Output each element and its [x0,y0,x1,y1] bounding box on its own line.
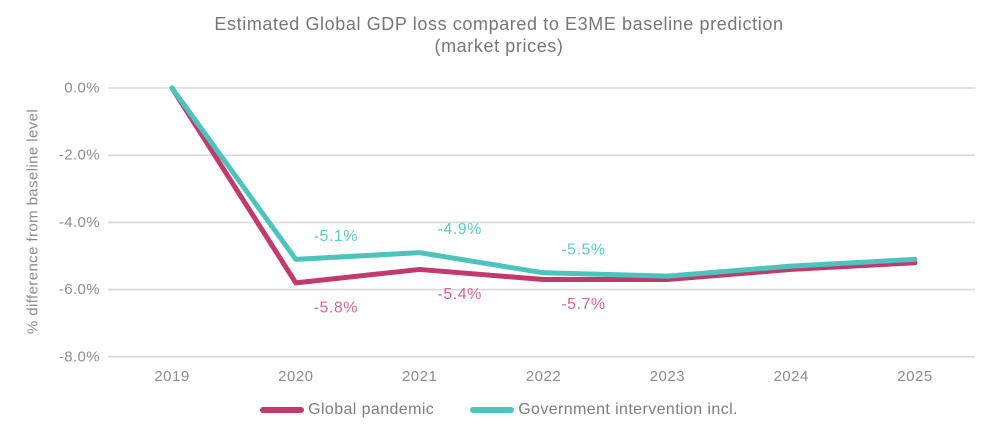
data-label: -5.8% [314,299,358,316]
x-tick-label: 2024 [773,368,808,385]
x-tick-label: 2020 [278,368,313,385]
data-label: -5.7% [561,296,605,313]
y-tick-label: -4.0% [59,214,100,231]
y-tick-label: -2.0% [59,147,100,164]
y-tick-label: 0.0% [64,80,100,97]
legend: Global pandemic Government intervention i… [0,401,998,419]
legend-swatch [470,407,515,413]
x-tick-label: 2022 [526,368,561,385]
y-tick-label: -6.0% [59,281,100,298]
x-tick-label: 2021 [402,368,437,385]
legend-label: Global pandemic [308,401,435,418]
data-label: -5.4% [438,286,482,303]
legend-item: Global pandemic [260,401,434,419]
x-tick-label: 2025 [897,368,932,385]
chart-title-line1: Estimated Global GDP loss compared to E3… [214,14,784,34]
series-line-government-intervention-incl- [169,85,918,279]
y-tick-label: -8.0% [59,348,100,365]
legend-item: Government intervention incl. [470,401,738,419]
legend-label: Government intervention incl. [518,401,738,418]
data-label: -5.1% [314,228,358,245]
legend-swatch [260,407,305,413]
chart-title-line2: (market prices) [434,36,564,56]
data-label: -5.5% [561,241,605,258]
data-label: -4.9% [438,221,482,238]
x-tick-label: 2023 [650,368,685,385]
x-tick-label: 2019 [154,368,189,385]
chart-title: Estimated Global GDP loss compared to E3… [0,13,998,57]
series-line-global-pandemic [169,85,918,286]
